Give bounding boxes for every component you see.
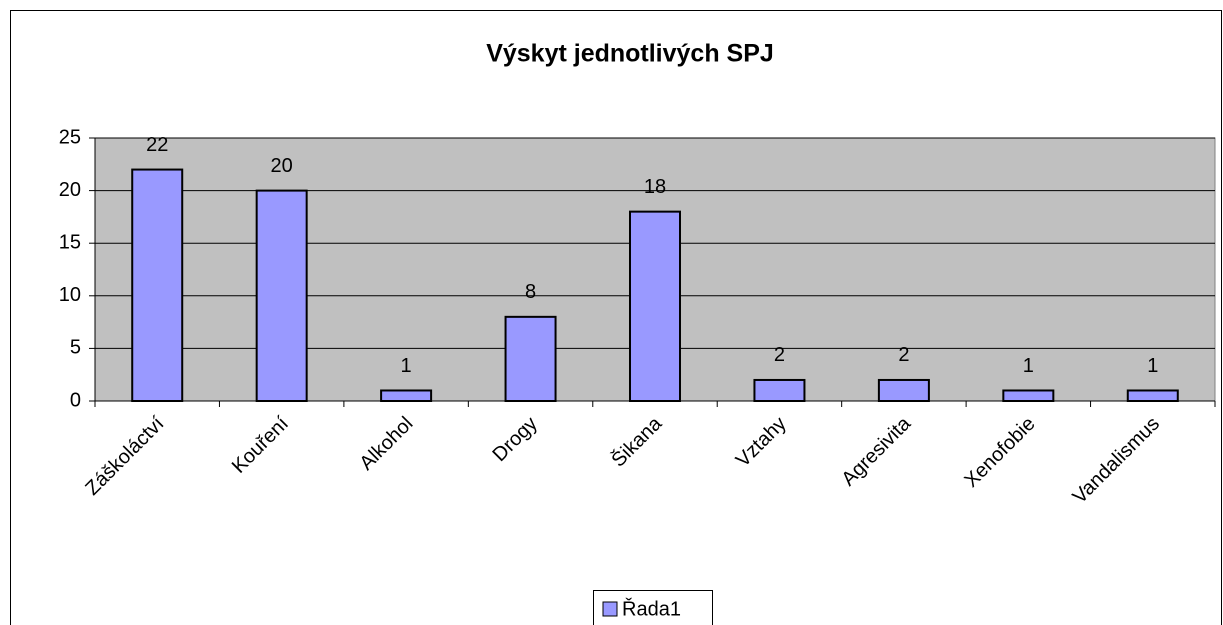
data-label: 20 xyxy=(271,155,293,177)
y-tick-label: 5 xyxy=(70,337,81,359)
chart-title: Výskyt jednotlivých SPJ xyxy=(486,40,774,68)
legend-swatch xyxy=(602,601,618,617)
bar xyxy=(1002,389,1055,403)
data-label: 2 xyxy=(774,344,785,366)
bar xyxy=(753,378,806,402)
y-tick-label: 10 xyxy=(59,284,81,306)
bar xyxy=(380,389,433,403)
bar xyxy=(131,168,184,402)
data-label: 1 xyxy=(1023,355,1034,377)
bar xyxy=(255,189,308,402)
data-label: 1 xyxy=(1147,355,1158,377)
data-label: 18 xyxy=(644,176,666,198)
data-label: 8 xyxy=(525,281,536,303)
y-tick-label: 25 xyxy=(59,126,81,148)
y-tick-label: 15 xyxy=(59,231,81,253)
y-tick-label: 20 xyxy=(59,179,81,201)
data-label: 22 xyxy=(146,134,168,156)
bar xyxy=(504,315,557,402)
bar xyxy=(1126,389,1179,403)
legend-label: Řada1 xyxy=(622,597,681,620)
y-tick-label: 0 xyxy=(70,389,81,411)
bar xyxy=(629,210,681,402)
bar xyxy=(877,378,930,402)
data-label: 1 xyxy=(401,355,412,377)
data-label: 2 xyxy=(898,344,909,366)
